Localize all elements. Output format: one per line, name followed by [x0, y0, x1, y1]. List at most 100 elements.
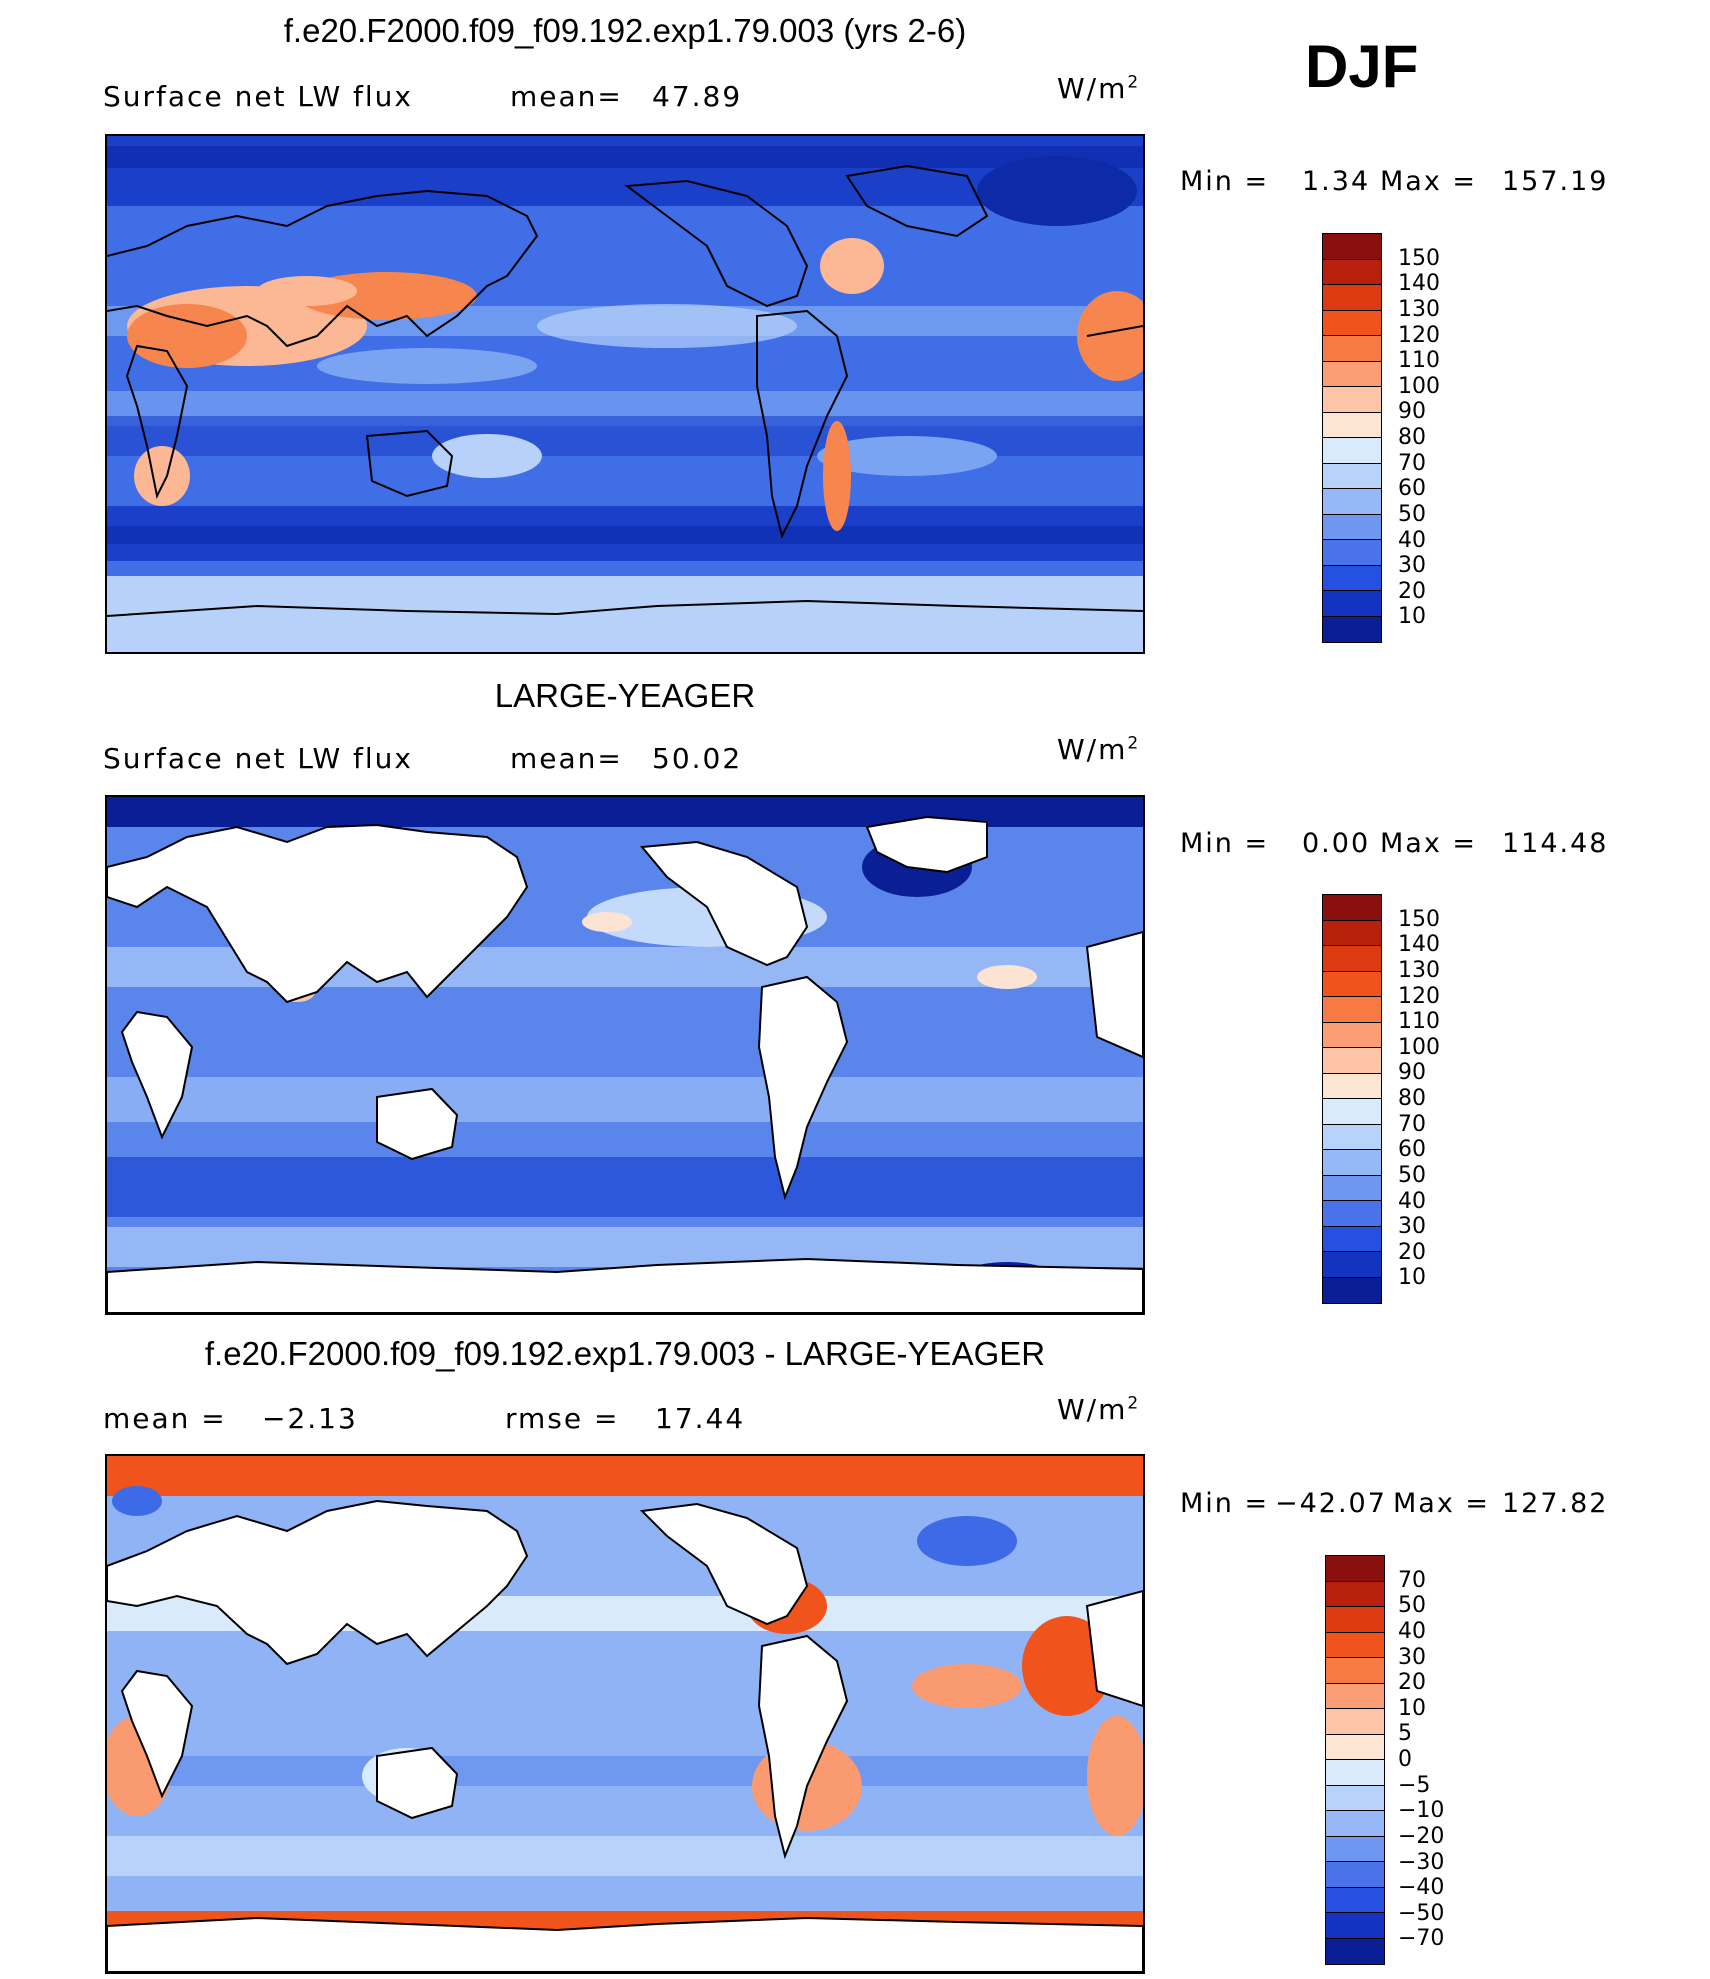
colorbar-tick-label: 110	[1398, 348, 1440, 374]
panel-1-max-value: 157.19	[1502, 166, 1609, 197]
colorbar-segment	[1326, 1836, 1384, 1862]
colorbar-tick-label: 100	[1398, 373, 1440, 399]
colorbar-tick-label: 20	[1398, 1670, 1426, 1696]
colorbar-segment	[1326, 1862, 1384, 1888]
colorbar-tick-label: 5	[1398, 1721, 1412, 1747]
panel-2-map	[105, 795, 1145, 1315]
panel-2-title: LARGE-YEAGER	[494, 677, 756, 714]
colorbar-tick-label: −20	[1398, 1823, 1445, 1849]
panel-2-mean-value: 50.02	[652, 742, 743, 775]
colorbar-segment	[1323, 540, 1381, 566]
colorbar-tick-label: 70	[1398, 1111, 1426, 1137]
colorbar-segment	[1323, 1022, 1381, 1048]
panel-2-mean-label: mean=	[510, 742, 623, 775]
colorbar-tick-label: 40	[1398, 1618, 1426, 1644]
colorbar-tick-label: 90	[1398, 399, 1426, 425]
colorbar-segment	[1326, 1709, 1384, 1735]
panel-3-map	[105, 1454, 1145, 1974]
colorbar-segment	[1323, 463, 1381, 489]
colorbar-segment	[1326, 1734, 1384, 1760]
panel-3-min-label: Min =	[1180, 1488, 1270, 1519]
panel-1-variable-label: Surface net LW flux	[103, 80, 413, 113]
colorbar-tick-label: 90	[1398, 1060, 1426, 1086]
colorbar-segment	[1326, 1556, 1384, 1582]
colorbar-segment	[1323, 1048, 1381, 1074]
panel-3-max-value: 127.82	[1502, 1488, 1609, 1519]
colorbar-segment	[1323, 1099, 1381, 1125]
colorbar-tick-label: 110	[1398, 1009, 1440, 1035]
colorbar-segment	[1323, 1073, 1381, 1099]
panel-1-map-svg	[107, 136, 1143, 652]
colorbar-tick-label: 60	[1398, 1137, 1426, 1163]
colorbar-tick-label: 70	[1398, 450, 1426, 476]
panel-1-colorbar-ticks: 150 140 130 120 110 100 90 80 70 60 50 40 30 20 10	[1398, 233, 1478, 643]
colorbar-segment	[1323, 895, 1381, 921]
colorbar-tick-label: −40	[1398, 1875, 1445, 1901]
colorbar-tick-label: 30	[1398, 553, 1426, 579]
colorbar-segment	[1323, 438, 1381, 464]
colorbar-tick-label: 120	[1398, 983, 1440, 1009]
colorbar-segment	[1323, 336, 1381, 362]
colorbar-segment	[1323, 1150, 1381, 1176]
panel-1-title: f.e20.F2000.f09_f09.192.exp1.79.003 (yrs…	[283, 12, 967, 49]
panel-1-units: W/m2	[1057, 72, 1139, 105]
colorbar-segment	[1323, 489, 1381, 515]
colorbar-segment	[1323, 997, 1381, 1023]
colorbar-segment	[1323, 1252, 1381, 1278]
colorbar-segment	[1326, 1760, 1384, 1786]
panel-1-mean-label: mean=	[510, 80, 623, 113]
colorbar-tick-label: 50	[1398, 1593, 1426, 1619]
colorbar-tick-label: 10	[1398, 1265, 1426, 1291]
panel-3-colorbar	[1325, 1555, 1385, 1965]
colorbar-segment	[1326, 1938, 1384, 1964]
panel-2-min-label: Min =	[1180, 828, 1270, 859]
panel-2-max-value: 114.48	[1502, 828, 1609, 859]
colorbar-tick-label: −30	[1398, 1849, 1445, 1875]
colorbar-tick-label: 150	[1398, 245, 1440, 271]
colorbar-tick-label: 120	[1398, 322, 1440, 348]
panel-1-min-value: 1.34	[1302, 166, 1371, 197]
colorbar-tick-label: 30	[1398, 1644, 1426, 1670]
colorbar-tick-label: 80	[1398, 1086, 1426, 1111]
panel-1-map	[105, 134, 1145, 654]
colorbar-tick-label: 130	[1398, 296, 1440, 322]
colorbar-segment	[1323, 616, 1381, 642]
colorbar-tick-label: 50	[1398, 501, 1426, 527]
colorbar-tick-label: 130	[1398, 957, 1440, 983]
colorbar-tick-label: 140	[1398, 271, 1440, 297]
colorbar-segment	[1326, 1658, 1384, 1684]
panel-3-rmse-label: rmse =	[505, 1402, 620, 1435]
colorbar-segment	[1323, 310, 1381, 336]
panel-3-mean-label: mean =	[103, 1402, 227, 1435]
colorbar-segment	[1326, 1581, 1384, 1607]
colorbar-tick-label: 80	[1398, 425, 1426, 450]
colorbar-tick-label: 10	[1398, 604, 1426, 630]
colorbar-tick-label: 60	[1398, 476, 1426, 502]
colorbar-tick-label: −50	[1398, 1900, 1445, 1926]
colorbar-segment	[1326, 1913, 1384, 1939]
panel-1-max-label: Max =	[1380, 166, 1478, 197]
colorbar-segment	[1326, 1887, 1384, 1913]
colorbar-segment	[1326, 1811, 1384, 1837]
colorbar-segment	[1323, 285, 1381, 311]
colorbar-tick-label: 50	[1398, 1162, 1426, 1188]
panel-2-colorbar-ticks: 150 140 130 120 110 100 90 80 70 60 50 40 30 20 10	[1398, 894, 1478, 1304]
panel-3-title: f.e20.F2000.f09_f09.192.exp1.79.003 - LA…	[204, 1335, 1046, 1372]
colorbar-segment	[1326, 1632, 1384, 1658]
panel-3-colorbar-segments	[1326, 1556, 1384, 1964]
colorbar-segment	[1323, 259, 1381, 285]
colorbar-segment	[1323, 1226, 1381, 1252]
colorbar-tick-label: 40	[1398, 527, 1426, 553]
panel-2-min-value: 0.00	[1302, 828, 1371, 859]
colorbar-segment	[1323, 946, 1381, 972]
panel-3-units: W/m2	[1057, 1393, 1139, 1426]
season-label: DJF	[1305, 33, 1419, 100]
panel-2-colorbar-segments	[1323, 895, 1381, 1303]
panel-1-colorbar-segments	[1323, 234, 1381, 642]
panel-1-min-label: Min =	[1180, 166, 1270, 197]
colorbar-tick-label: −70	[1398, 1926, 1445, 1952]
colorbar-segment	[1323, 387, 1381, 413]
panel-2-units: W/m2	[1057, 733, 1139, 766]
panel-3-mean-value: −2.13	[262, 1402, 358, 1435]
colorbar-tick-label: −10	[1398, 1798, 1445, 1824]
